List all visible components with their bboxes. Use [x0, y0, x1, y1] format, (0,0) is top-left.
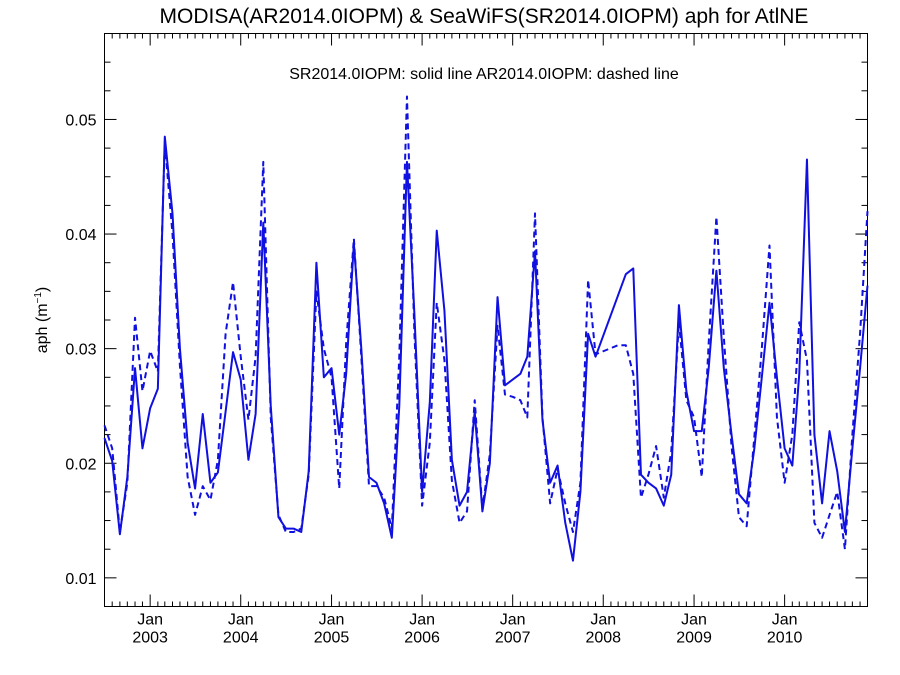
x-tick-label-year: 2009 — [676, 630, 712, 647]
series-line-dashed — [103, 95, 869, 551]
x-tick-label-year: 2008 — [585, 630, 621, 647]
x-tick-label-month: Jan — [319, 612, 345, 629]
x-tick-label-month: Jan — [500, 612, 526, 629]
y-axis-label-close: ) — [34, 287, 51, 292]
y-axis-label: aph (m−1) — [33, 287, 51, 354]
y-axis-label-main: aph (m — [34, 303, 51, 353]
plot-frame — [104, 33, 868, 607]
x-tick-label-year: 2004 — [223, 630, 259, 647]
x-tick-label-year: 2006 — [404, 630, 440, 647]
x-tick-label-month: Jan — [772, 612, 798, 629]
x-tick-label-month: Jan — [409, 612, 435, 629]
series-line-solid — [103, 135, 869, 562]
x-tick-label-year: 2005 — [314, 630, 350, 647]
x-tick-label-month: Jan — [228, 612, 254, 629]
series-group — [103, 95, 869, 562]
chart-title: MODISA(AR2014.0IOPM) & SeaWiFS(SR2014.0I… — [160, 5, 809, 28]
y-ticks: 0.01 0.02 0.03 0.04 0.05 — [65, 33, 868, 607]
x-tick-label-year: 2007 — [495, 630, 531, 647]
y-tick-label: 0.01 — [65, 571, 96, 588]
y-tick-label: 0.05 — [65, 112, 96, 129]
x-tick-label-month: Jan — [590, 612, 616, 629]
x-tick-label-year: 2003 — [132, 630, 168, 647]
x-tick-label-month: Jan — [137, 612, 163, 629]
x-tick-label-year: 2010 — [767, 630, 803, 647]
chart-annotation: SR2014.0IOPM: solid line AR2014.0IOPM: d… — [289, 66, 679, 83]
y-tick-label: 0.02 — [65, 456, 96, 473]
x-ticks: Jan2003Jan2004Jan2005Jan2006Jan2007Jan20… — [104, 33, 868, 647]
y-tick-label: 0.04 — [65, 227, 96, 244]
y-axis-label-sup: −1 — [33, 292, 44, 304]
x-tick-label-month: Jan — [681, 612, 707, 629]
y-tick-label: 0.03 — [65, 342, 96, 359]
